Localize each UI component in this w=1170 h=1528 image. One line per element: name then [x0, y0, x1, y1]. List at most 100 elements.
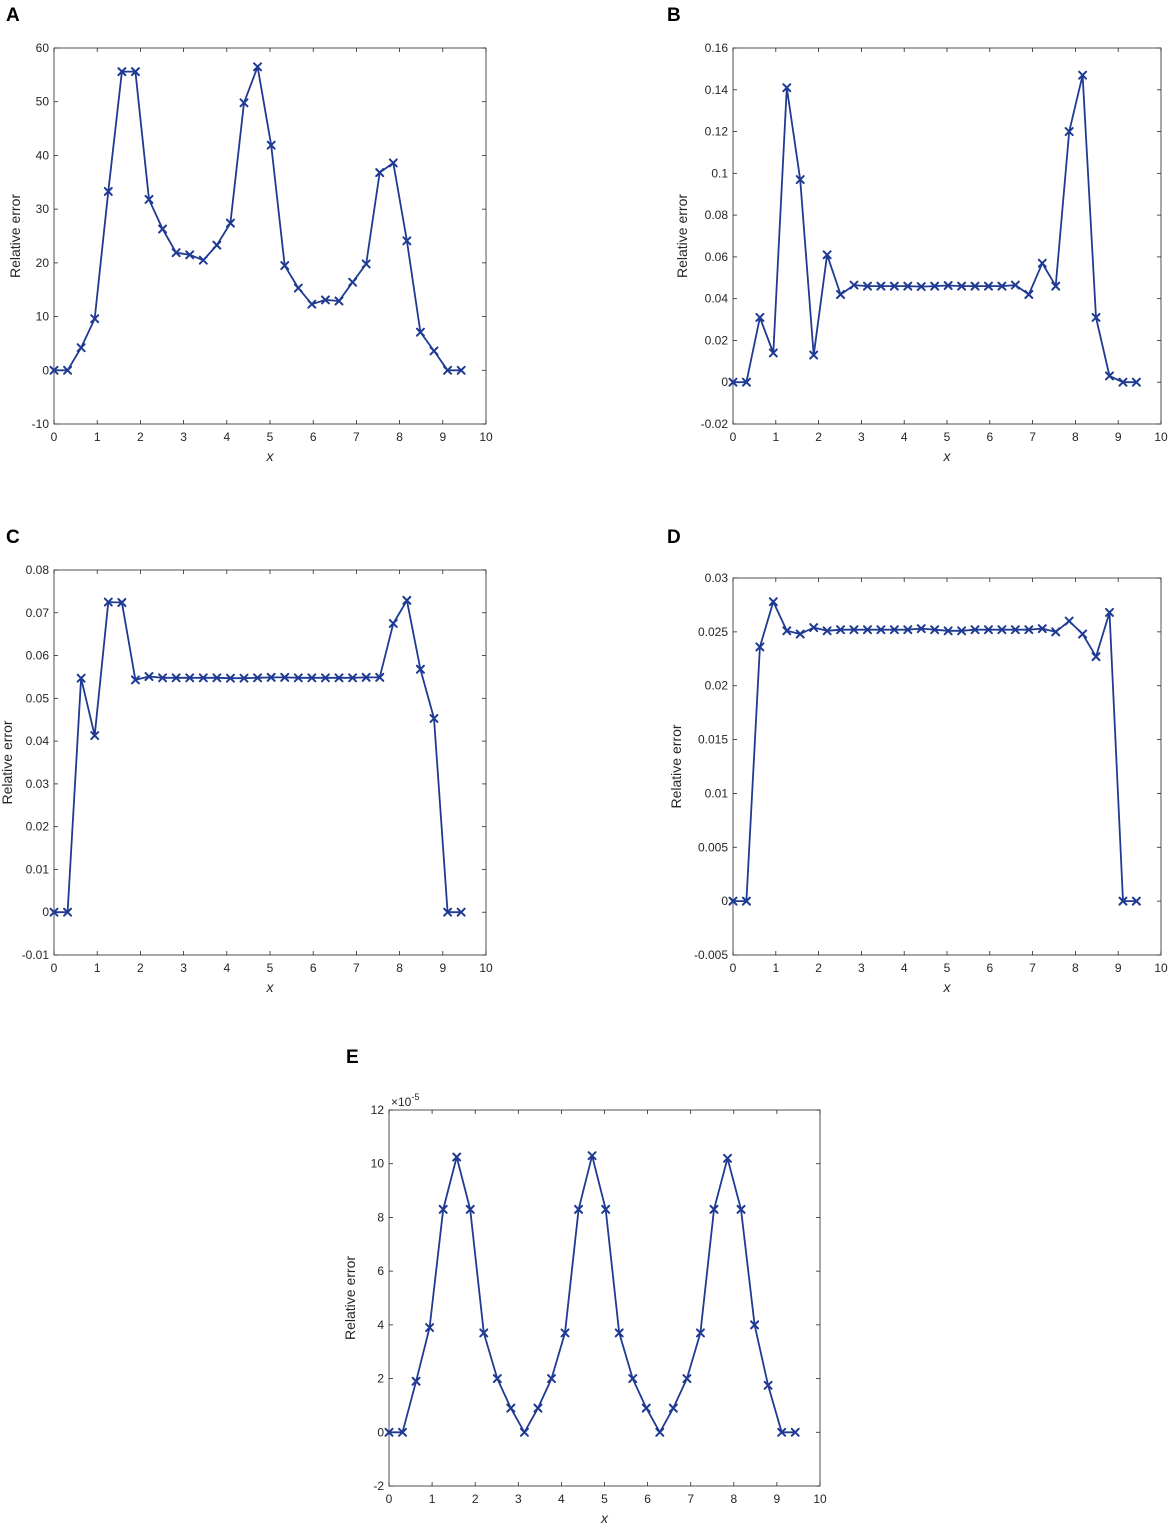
x-tick-label: 9 [774, 1492, 781, 1506]
x-tick-label: 8 [396, 961, 403, 975]
data-point-marker [809, 350, 819, 360]
data-point-marker [1118, 896, 1128, 906]
data-point-marker [1024, 625, 1034, 635]
data-point-marker [465, 1204, 475, 1214]
data-point-marker [479, 1328, 489, 1338]
x-tick-label: 6 [310, 961, 317, 975]
x-tick-label: 7 [1029, 430, 1036, 444]
data-point-marker [307, 299, 317, 309]
data-point-marker [90, 731, 100, 741]
y-axis-exponent-label: ×10-5 [391, 1092, 419, 1109]
y-tick-label: 0 [42, 363, 49, 377]
y-tick-label: 8 [377, 1210, 384, 1224]
data-point-marker [402, 595, 412, 605]
data-point-marker [443, 907, 453, 917]
y-tick-label: -0.02 [701, 417, 729, 431]
y-axis-label: Relative error [342, 1256, 358, 1340]
data-point-marker [280, 672, 290, 682]
data-point-marker [144, 194, 154, 204]
x-tick-label: 3 [858, 961, 865, 975]
data-point-marker [930, 281, 940, 291]
data-point-marker [225, 673, 235, 683]
data-point-marker [402, 236, 412, 246]
x-tick-label: 0 [51, 430, 58, 444]
data-point-marker [970, 281, 980, 291]
data-point-marker [266, 672, 276, 682]
data-point-marker [293, 283, 303, 293]
data-point-marker [876, 625, 886, 635]
y-tick-label: -2 [373, 1479, 384, 1493]
data-point-marker [755, 642, 765, 652]
data-point-marker [587, 1151, 597, 1161]
data-point-marker [293, 673, 303, 683]
data-point-marker [695, 1328, 705, 1338]
y-tick-label: 0.12 [705, 125, 729, 139]
x-tick-label: 9 [1115, 961, 1122, 975]
x-tick-label: 1 [94, 961, 101, 975]
data-point-marker [76, 673, 86, 683]
data-point-marker [171, 673, 181, 683]
data-point-marker [415, 327, 425, 337]
y-tick-label: 0 [377, 1425, 384, 1439]
data-point-marker [1037, 624, 1047, 634]
data-point-marker [334, 673, 344, 683]
series-line [54, 599, 462, 914]
data-point-marker [903, 625, 913, 635]
data-point-marker [889, 625, 899, 635]
data-point-marker [388, 158, 398, 168]
chart-panel-c: C0 1 2 3 4 5 6 7 8 9 10-0.0100.010.020.030.040.050… [0, 527, 493, 995]
data-point-marker [1078, 629, 1088, 639]
data-point-marker [682, 1374, 692, 1384]
y-tick-label: 10 [36, 310, 50, 324]
data-point-marker [158, 673, 168, 683]
data-point-marker [452, 1152, 462, 1162]
data-point-marker [49, 907, 59, 917]
data-point-marker [736, 1204, 746, 1214]
y-tick-label: 12 [371, 1103, 385, 1117]
data-point-marker [117, 598, 127, 608]
x-axis-label: x [266, 448, 275, 464]
x-tick-label: 10 [1154, 961, 1168, 975]
x-tick-label: 2 [815, 961, 822, 975]
data-point-marker [763, 1380, 773, 1390]
data-point-marker [741, 896, 751, 906]
panel-letter: D [667, 527, 681, 548]
data-point-marker [280, 261, 290, 271]
x-axis-label: x [943, 979, 952, 995]
y-tick-label: 2 [377, 1372, 384, 1386]
x-tick-label: 0 [730, 961, 737, 975]
series-line [733, 600, 1137, 902]
y-tick-label: 0.05 [26, 691, 50, 705]
data-point-marker [1037, 258, 1047, 268]
x-tick-label: 0 [730, 430, 737, 444]
x-tick-label: 4 [558, 1492, 565, 1506]
data-point-marker [809, 623, 819, 633]
y-tick-label: 0.005 [698, 840, 728, 854]
x-tick-label: 7 [687, 1492, 694, 1506]
data-point-marker [1064, 616, 1074, 626]
data-point-marker [320, 295, 330, 305]
data-point-marker [755, 312, 765, 322]
exponent-power: -5 [411, 1092, 419, 1102]
data-point-marker [375, 168, 385, 178]
x-tick-label: 6 [310, 430, 317, 444]
data-point-marker [777, 1427, 787, 1437]
data-point-marker [1064, 127, 1074, 137]
plot-area-frame [732, 577, 1162, 956]
data-point-marker [492, 1374, 502, 1384]
data-point-marker [415, 664, 425, 674]
data-point-marker [790, 1427, 800, 1437]
y-tick-label: 60 [36, 41, 50, 55]
y-tick-label: 0.03 [705, 571, 729, 585]
data-point-marker [836, 625, 846, 635]
x-tick-label: 0 [386, 1492, 393, 1506]
x-tick-label: 8 [730, 1492, 737, 1506]
data-point-marker [253, 62, 263, 72]
data-point-marker [375, 672, 385, 682]
x-tick-label: 8 [396, 430, 403, 444]
x-axis-label: x [943, 448, 952, 464]
data-point-marker [957, 626, 967, 636]
data-point-marker [361, 259, 371, 269]
data-point-marker [429, 346, 439, 356]
